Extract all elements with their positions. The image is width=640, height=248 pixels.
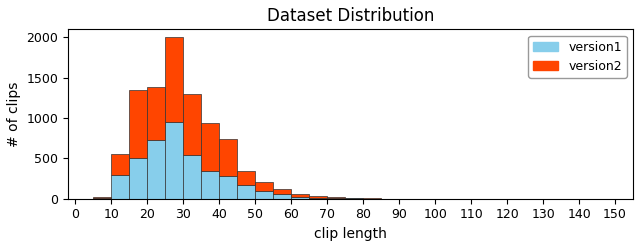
Bar bbox=[327, 198, 345, 199]
Bar bbox=[147, 140, 165, 199]
Bar bbox=[147, 87, 165, 140]
Bar bbox=[165, 122, 183, 199]
Bar bbox=[237, 185, 255, 199]
Bar bbox=[93, 197, 111, 198]
Bar bbox=[291, 194, 309, 196]
Bar bbox=[201, 123, 220, 171]
Bar bbox=[309, 196, 327, 198]
Bar bbox=[129, 158, 147, 199]
Bar bbox=[273, 194, 291, 199]
Bar bbox=[309, 198, 327, 199]
Bar bbox=[255, 191, 273, 199]
Bar bbox=[111, 175, 129, 199]
Bar bbox=[201, 171, 220, 199]
Bar bbox=[183, 155, 201, 199]
Bar bbox=[327, 197, 345, 198]
Bar bbox=[220, 139, 237, 176]
Bar bbox=[237, 171, 255, 185]
X-axis label: clip length: clip length bbox=[314, 227, 387, 241]
Bar bbox=[111, 154, 129, 175]
Bar bbox=[291, 196, 309, 199]
Bar bbox=[220, 176, 237, 199]
Bar bbox=[345, 198, 363, 199]
Bar bbox=[129, 90, 147, 158]
Bar bbox=[273, 189, 291, 194]
Legend: version1, version2: version1, version2 bbox=[528, 35, 627, 78]
Bar bbox=[165, 37, 183, 122]
Bar bbox=[183, 94, 201, 155]
Bar bbox=[255, 182, 273, 191]
Title: Dataset Distribution: Dataset Distribution bbox=[267, 7, 435, 25]
Y-axis label: # of clips: # of clips bbox=[7, 81, 21, 147]
Bar bbox=[93, 198, 111, 199]
